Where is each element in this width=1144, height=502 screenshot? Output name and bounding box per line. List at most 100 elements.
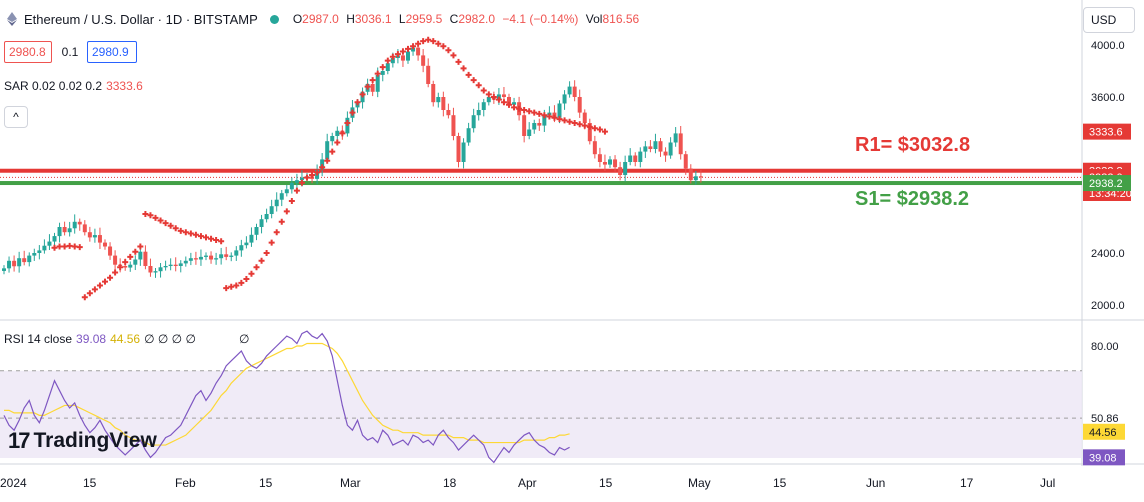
candle-body [385, 63, 390, 71]
sar-marker [511, 104, 518, 111]
price-tick-label: 4000.0 [1091, 40, 1125, 52]
candle-body [451, 115, 456, 136]
candle-body [37, 250, 42, 253]
sar-marker [389, 53, 396, 60]
time-axis-label: Mar [340, 476, 361, 490]
sar-marker [117, 264, 124, 271]
buy-price-button[interactable]: 2980.9 [87, 41, 137, 63]
candle-body [542, 115, 547, 126]
sar-marker [157, 217, 164, 224]
candle-body [618, 167, 623, 175]
time-axis-label: Jun [866, 476, 885, 490]
candle-body [47, 241, 52, 246]
sar-marker [162, 220, 169, 227]
sar-marker [485, 91, 492, 98]
candle-body [22, 258, 27, 263]
candle-body [97, 235, 102, 243]
candle-body [198, 256, 203, 260]
candle-body [648, 146, 653, 149]
sar-marker [415, 40, 422, 47]
candle-body [507, 97, 511, 105]
sar-legend[interactable]: SAR 0.02 0.02 0.2 3333.6 [4, 79, 143, 93]
sar-marker [96, 282, 103, 289]
candle-body [592, 141, 597, 155]
sar-marker [147, 212, 154, 219]
candle-body [158, 267, 163, 272]
candle-body [7, 260, 12, 269]
candle-body [67, 228, 72, 233]
sar-marker [127, 253, 134, 260]
sar-marker [369, 77, 376, 84]
candle-body [461, 142, 466, 162]
collapse-legend-button[interactable]: ^ [4, 106, 28, 128]
sar-marker [359, 91, 366, 98]
candle-body [138, 251, 143, 260]
sar-marker [91, 286, 98, 293]
candle-body [623, 162, 628, 175]
candle-body [294, 180, 299, 183]
candle-body [153, 271, 158, 273]
candle-body [673, 133, 678, 143]
rsi-legend[interactable]: RSI 14 close 39.08 44.56 ∅ ∅ ∅ ∅ [4, 332, 200, 346]
sar-marker [273, 229, 280, 236]
candle-body [653, 141, 658, 149]
resistance-line [0, 168, 1082, 173]
time-axis-label: Apr [518, 476, 537, 490]
sar-marker [531, 109, 538, 116]
sar-marker [283, 208, 290, 215]
candle-body [234, 250, 239, 256]
candle-body [123, 266, 128, 268]
sar-marker [546, 113, 553, 120]
sar-marker [490, 94, 497, 100]
time-axis-label: 15 [773, 476, 787, 490]
candle-body [522, 115, 527, 136]
candle-body [527, 129, 532, 136]
sar-marker [76, 244, 83, 251]
sar-marker [374, 70, 381, 77]
rsi-label-box [1083, 423, 1125, 440]
sar-marker [470, 77, 477, 84]
time-axis-label: Feb [175, 476, 196, 490]
sell-price-button[interactable]: 2980.8 [4, 41, 52, 63]
candle-body [168, 264, 173, 266]
candle-body [471, 115, 476, 129]
currency-select[interactable]: USD [1083, 7, 1135, 33]
candle-body [643, 146, 648, 152]
candle-body [557, 103, 562, 118]
candle-body [229, 255, 234, 257]
candle-body [113, 255, 118, 265]
sar-marker [405, 45, 411, 52]
candle-body [62, 227, 67, 233]
candle-body [390, 58, 395, 64]
candle-body [244, 242, 249, 246]
sar-marker [278, 218, 285, 225]
sar-marker [425, 36, 432, 43]
candle-body [476, 110, 481, 116]
candle-body [77, 221, 82, 225]
sar-marker [248, 270, 255, 277]
tradingview-logo-icon: 17 [8, 428, 31, 453]
candle-body [2, 268, 6, 271]
axis-settings-icon[interactable] [1102, 475, 1124, 495]
sar-marker [61, 243, 68, 250]
time-axis-label: 15 [599, 476, 613, 490]
candle-body [27, 255, 32, 263]
candle-body [532, 123, 537, 130]
candle-body [633, 155, 638, 162]
candle-body [426, 65, 431, 84]
sar-marker [475, 82, 482, 89]
symbol-title[interactable]: Ethereum / U.S. Dollar · 1D · BITSTAMP [24, 11, 258, 27]
sar-marker [288, 198, 295, 204]
candle-body [638, 151, 643, 162]
sar-marker [172, 225, 179, 232]
sar-marker [440, 43, 447, 50]
candle-body [214, 258, 219, 260]
candle-body [330, 136, 335, 142]
rsi-band [0, 370, 1082, 458]
sar-marker [263, 250, 270, 256]
candle-body [183, 260, 188, 264]
candle-body [178, 263, 183, 266]
sar-marker [187, 230, 194, 237]
sar-marker [152, 214, 159, 221]
